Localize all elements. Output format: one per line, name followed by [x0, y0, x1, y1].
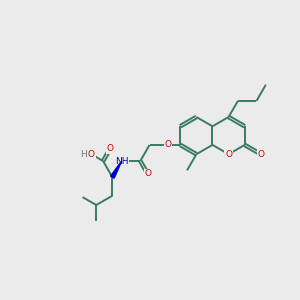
- Text: NH: NH: [115, 157, 128, 166]
- Text: O: O: [165, 140, 172, 149]
- Text: O: O: [88, 150, 95, 159]
- Text: O: O: [106, 144, 114, 153]
- Text: O: O: [225, 150, 232, 159]
- Text: H: H: [80, 150, 86, 159]
- Text: O: O: [257, 150, 264, 159]
- Text: NH: NH: [115, 157, 128, 166]
- Polygon shape: [111, 161, 122, 178]
- Text: O: O: [144, 169, 151, 178]
